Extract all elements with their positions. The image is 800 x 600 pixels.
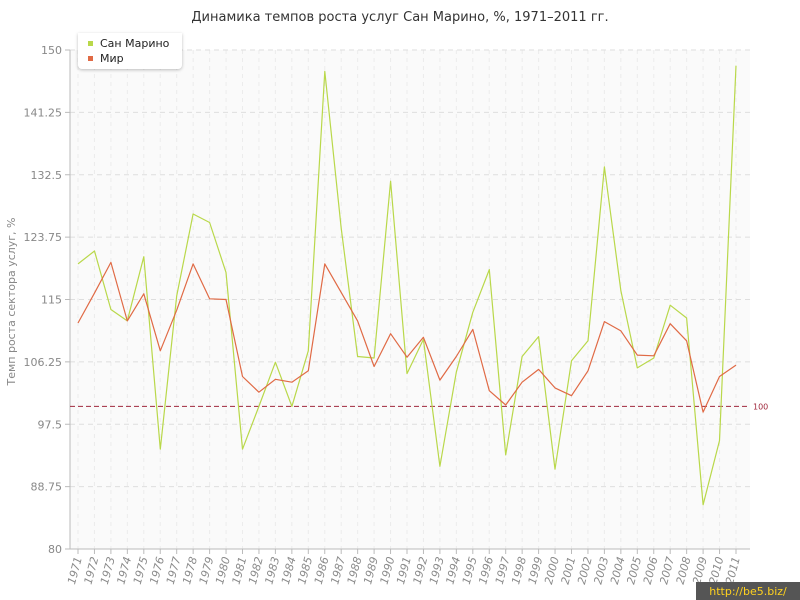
legend-label-world: Мир [100, 51, 124, 65]
y-tick-label: 115 [41, 294, 62, 307]
chart-legend: Сан Марино Мир [78, 33, 182, 69]
y-axis-title: Темп роста сектора услуг, % [5, 217, 18, 386]
y-tick-label: 150 [41, 44, 62, 57]
series-line-world [77, 261, 737, 413]
y-tick-label: 97.5 [38, 418, 63, 431]
y-tick-label: 80 [48, 543, 62, 556]
legend-label-san-marino: Сан Марино [100, 36, 170, 50]
reference-line-label: 100 [753, 402, 768, 411]
legend-item-world[interactable]: Мир [88, 51, 124, 65]
legend-swatch-san-marino [88, 40, 93, 46]
watermark[interactable]: http://be5.biz/ [696, 582, 800, 600]
legend-swatch-world [88, 55, 93, 61]
series-line-san-marino [77, 65, 737, 506]
y-tick-label: 141.25 [24, 106, 63, 119]
y-tick-label: 88.75 [31, 481, 63, 494]
legend-item-san-marino[interactable]: Сан Марино [88, 36, 169, 50]
y-tick-label: 123.75 [24, 231, 63, 244]
y-tick-label: 106.25 [24, 356, 63, 369]
y-tick-label: 132.5 [31, 169, 63, 182]
chart-title: Динамика темпов роста услуг Сан Марино, … [191, 10, 609, 25]
plot-area [70, 50, 750, 549]
